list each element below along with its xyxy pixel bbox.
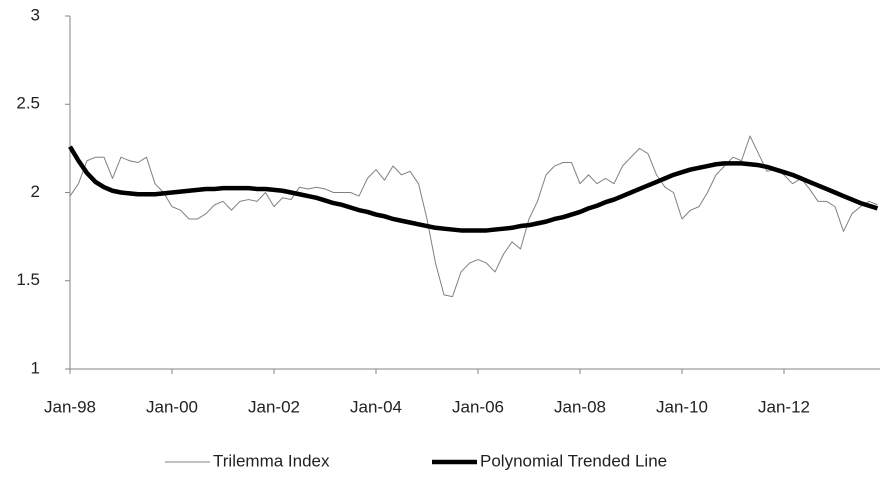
x-tick-label: Jan-10 <box>656 397 708 416</box>
legend-label: Trilemma Index <box>213 451 330 470</box>
x-tick-label: Jan-12 <box>758 397 810 416</box>
series-line <box>68 145 879 233</box>
x-tick-label: Jan-08 <box>554 397 606 416</box>
legend-label: Polynomial Trended Line <box>480 451 667 470</box>
x-tick-label: Jan-98 <box>44 397 96 416</box>
y-tick-label: 2 <box>31 182 40 201</box>
series-line <box>69 135 878 298</box>
y-tick-label: 3 <box>31 5 40 24</box>
x-tick-label: Jan-04 <box>350 397 402 416</box>
y-tick-label: 1.5 <box>16 270 40 289</box>
y-tick-label: 1 <box>31 358 40 377</box>
y-tick-label: 2.5 <box>16 94 40 113</box>
x-tick-label: Jan-00 <box>146 397 198 416</box>
x-tick-label: Jan-02 <box>248 397 300 416</box>
x-tick-label: Jan-06 <box>452 397 504 416</box>
